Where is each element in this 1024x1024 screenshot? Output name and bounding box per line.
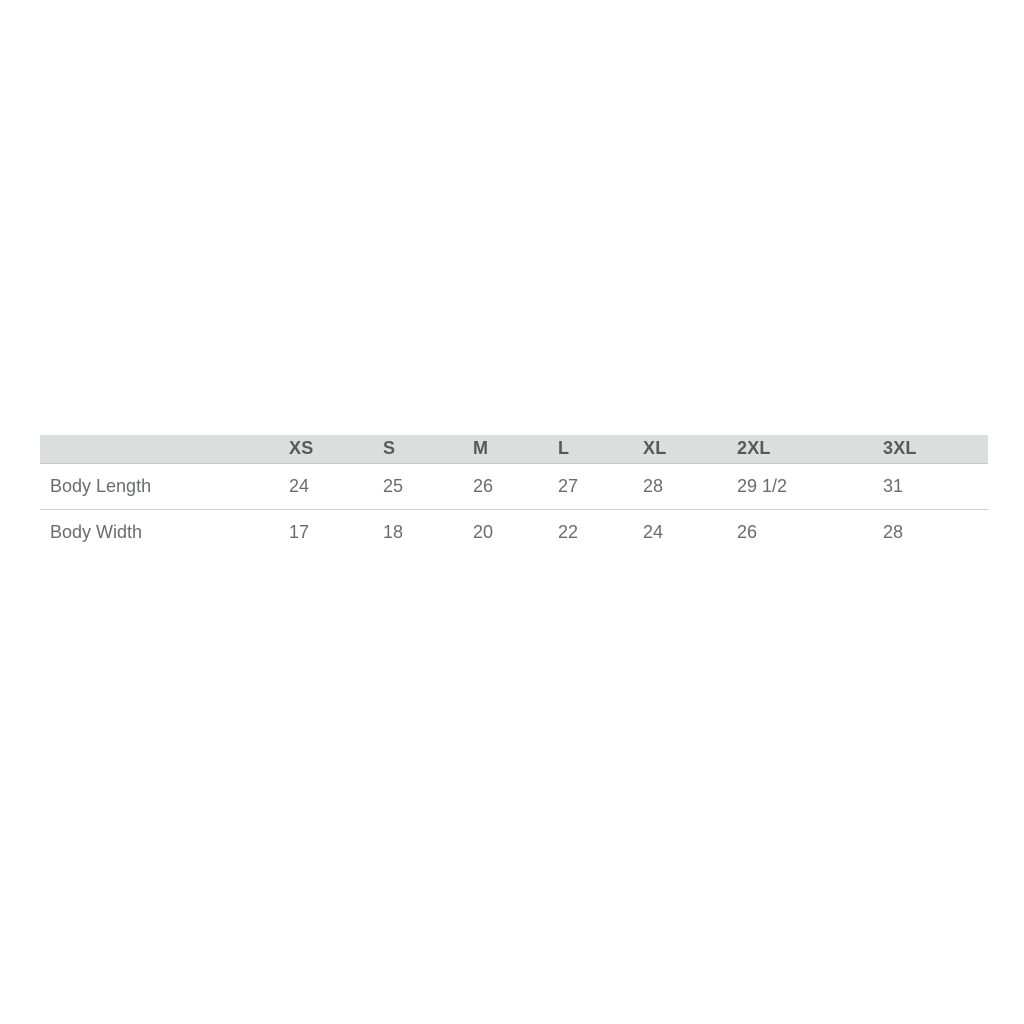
body-width-s: 18 xyxy=(383,509,473,555)
header-cell-s: S xyxy=(383,435,473,464)
row-label-body-width: Body Width xyxy=(40,509,289,555)
header-cell-l: L xyxy=(558,435,643,464)
body-length-2xl: 29 1/2 xyxy=(737,463,883,510)
header-cell-xl: XL xyxy=(643,435,737,464)
size-chart-header-row: XS S M L XL 2XL 3XL xyxy=(40,435,988,464)
header-cell-blank xyxy=(40,435,289,464)
body-width-m: 20 xyxy=(473,509,558,555)
body-width-3xl: 28 xyxy=(883,509,988,555)
size-chart-table: XS S M L XL 2XL 3XL Body Length 24 25 26… xyxy=(40,435,988,555)
body-length-xl: 28 xyxy=(643,463,737,510)
body-length-m: 26 xyxy=(473,463,558,510)
table-row-body-length: Body Length 24 25 26 27 28 29 1/2 31 xyxy=(40,463,988,510)
body-width-xs: 17 xyxy=(289,509,383,555)
body-width-2xl: 26 xyxy=(737,509,883,555)
row-label-body-length: Body Length xyxy=(40,463,289,510)
body-length-xs: 24 xyxy=(289,463,383,510)
table-row-body-width: Body Width 17 18 20 22 24 26 28 xyxy=(40,509,988,555)
header-cell-2xl: 2XL xyxy=(737,435,883,464)
header-cell-xs: XS xyxy=(289,435,383,464)
body-length-l: 27 xyxy=(558,463,643,510)
header-cell-m: M xyxy=(473,435,558,464)
body-width-l: 22 xyxy=(558,509,643,555)
body-width-xl: 24 xyxy=(643,509,737,555)
header-cell-3xl: 3XL xyxy=(883,435,988,464)
body-length-3xl: 31 xyxy=(883,463,988,510)
body-length-s: 25 xyxy=(383,463,473,510)
